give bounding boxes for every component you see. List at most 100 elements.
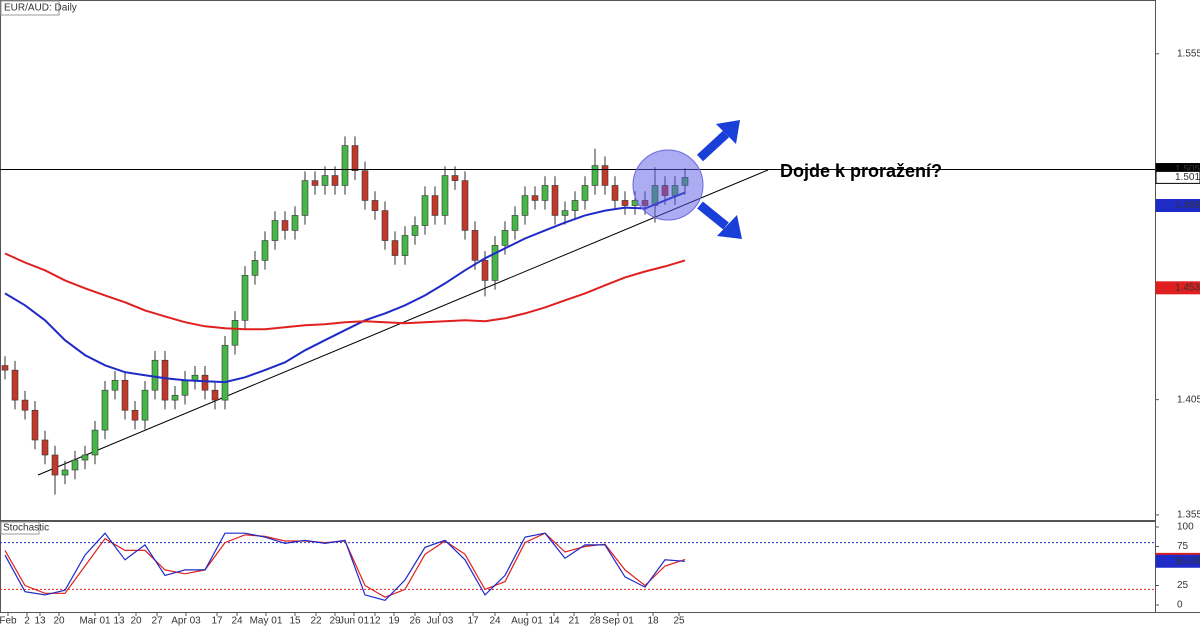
- title-box: [0, 0, 60, 16]
- x-tick-label: 27: [151, 616, 163, 627]
- candle-body: [1, 365, 9, 371]
- candle-body: [331, 175, 339, 186]
- arrow-up-head: [716, 120, 740, 144]
- candle-body: [621, 200, 629, 206]
- stoch-title-box: [0, 521, 40, 535]
- stoch-title: Stochastic: [3, 523, 49, 534]
- x-tick-label: Apr 03: [171, 616, 201, 627]
- candle-body: [241, 275, 249, 321]
- candle-body: [411, 225, 419, 236]
- candle-body: [121, 379, 129, 411]
- candle-body: [491, 245, 499, 281]
- candle-body: [211, 389, 219, 401]
- candle-body: [441, 175, 449, 216]
- candle-body: [301, 180, 309, 216]
- candle-body: [591, 165, 599, 186]
- arrows: [696, 120, 742, 239]
- x-tick-label: 15: [289, 616, 301, 627]
- x-tick-label: Aug 01: [511, 616, 543, 627]
- candle-body: [521, 195, 529, 216]
- annotation: Dojde k proražení?: [780, 161, 942, 181]
- candle-body: [461, 180, 469, 231]
- moving-average: [4, 191, 686, 384]
- moving-average: [4, 252, 686, 331]
- arrow-up: [696, 130, 730, 162]
- x-tick-label: 20: [130, 616, 142, 627]
- candle-body: [71, 459, 79, 471]
- candle-body: [271, 220, 279, 241]
- candle-body: [371, 200, 379, 211]
- x-tick-label: 20: [53, 616, 65, 627]
- price-tag-label: 1.4894: [1175, 200, 1200, 211]
- candle-body: [361, 170, 369, 201]
- candle-body: [391, 240, 399, 256]
- candle-body: [481, 260, 489, 281]
- price-tag: [1155, 170, 1200, 184]
- x-tick-label: 26: [409, 616, 421, 627]
- price-tag: [1155, 554, 1200, 568]
- price-tag-label: 1.4537: [1175, 282, 1200, 293]
- candle-body: [251, 260, 259, 276]
- candle-body: [131, 409, 139, 421]
- candle-body: [191, 374, 199, 381]
- candle-body: [451, 175, 459, 181]
- candle-body: [41, 439, 49, 456]
- candle-body: [511, 215, 519, 231]
- y-tick-label: 1.3552: [1177, 510, 1200, 521]
- candle-body: [141, 389, 149, 421]
- x-tick-label: 24: [489, 616, 501, 627]
- stoch-pane-border: [0, 521, 1156, 613]
- candle-body: [321, 175, 329, 186]
- x-tick-label: 18: [647, 616, 659, 627]
- candle-body: [601, 165, 609, 186]
- candle-body: [31, 409, 39, 441]
- y-tick-label: 1.5552: [1177, 48, 1200, 59]
- x-tick-label: 17: [211, 616, 223, 627]
- x-tick-label: Jul 03: [427, 616, 454, 627]
- candle-body: [551, 185, 559, 216]
- candle-body: [101, 389, 109, 431]
- x-tick-label: 14: [548, 616, 560, 627]
- candle-body: [531, 195, 539, 201]
- candle-body: [471, 230, 479, 261]
- price-tag: [1155, 199, 1200, 213]
- candle-body: [21, 399, 29, 411]
- candle-body: [281, 220, 289, 231]
- x-tick-label: 12: [369, 616, 381, 627]
- candle-body: [11, 369, 19, 401]
- candle-body: [421, 195, 429, 226]
- candle-body: [61, 469, 69, 476]
- candle-body: [291, 215, 299, 231]
- price-tag: [1155, 281, 1200, 295]
- y-tick-label: 0: [1177, 600, 1183, 611]
- candle-body: [541, 185, 549, 201]
- stochastic-line: [4, 532, 686, 601]
- x-tick-label: 29: [329, 616, 341, 627]
- candle-body: [381, 210, 389, 241]
- x-tick-label: 19: [388, 616, 400, 627]
- x-tick-label: Jun 01: [339, 616, 369, 627]
- x-tick-label: 24: [231, 616, 243, 627]
- x-tick-label: 28: [589, 616, 601, 627]
- x-tick-label: Feb: [0, 616, 17, 627]
- highlight-circle: [632, 149, 704, 221]
- candle-body: [261, 240, 269, 261]
- candle-body: [571, 200, 579, 211]
- candle-body: [431, 195, 439, 216]
- x-tick-label: 2: [24, 616, 30, 627]
- x-tick-label: Mar 01: [79, 616, 111, 627]
- candle-body: [181, 379, 189, 396]
- candle-body: [81, 454, 89, 461]
- price-tag-label: 56.08: [1175, 556, 1200, 567]
- candle-body: [501, 230, 509, 246]
- x-tick-label: 22: [310, 616, 322, 627]
- axis: 1.3552 1.4052 1.5552 1.50501.5016 1.4894 1.45…: [0, 48, 1200, 627]
- x-tick-label: May 01: [250, 616, 283, 627]
- candle-body: [581, 185, 589, 201]
- candle-body: [311, 180, 319, 186]
- candle-body: [91, 429, 99, 456]
- x-tick-label: 17: [467, 616, 479, 627]
- marks: [0, 136, 1155, 601]
- arrow-down: [697, 201, 729, 230]
